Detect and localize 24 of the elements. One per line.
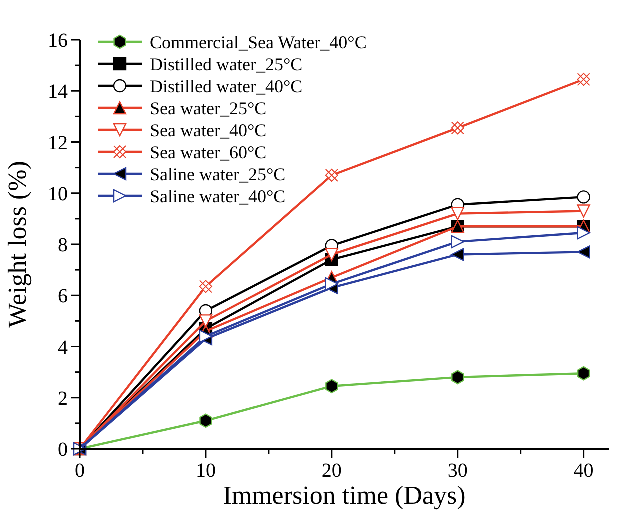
legend-label: Sea water_60°C xyxy=(150,142,267,162)
x-tick-label: 40 xyxy=(574,460,594,482)
x-tick-label: 0 xyxy=(75,460,85,482)
legend-label: Distilled water_25°C xyxy=(150,54,303,74)
legend-label: Sea water_40°C xyxy=(150,120,267,140)
y-tick-label: 14 xyxy=(48,81,68,104)
x-tick-label: 30 xyxy=(448,460,468,482)
x-axis-title: Immersion time (Days) xyxy=(223,481,466,510)
legend-label: Commercial_Sea Water_40°C xyxy=(150,32,367,52)
x-tick-label: 10 xyxy=(196,460,216,482)
y-tick-label: 0 xyxy=(58,439,68,461)
y-tick-label: 10 xyxy=(48,183,68,206)
legend-label: Sea water_25°C xyxy=(150,98,267,118)
y-tick-label: 8 xyxy=(58,234,68,256)
y-axis-title: Weight loss (%) xyxy=(3,161,32,328)
y-tick-label: 6 xyxy=(58,286,68,308)
legend-label: Saline water_25°C xyxy=(150,164,286,184)
legend-label: Saline water_40°C xyxy=(150,186,286,206)
y-tick-label: 16 xyxy=(48,30,68,52)
y-tick-label: 12 xyxy=(48,132,68,154)
x-tick-label: 20 xyxy=(322,460,342,482)
y-tick-label: 2 xyxy=(58,388,68,410)
y-tick-label: 4 xyxy=(58,336,68,359)
legend-label: Distilled water_40°C xyxy=(150,76,303,96)
